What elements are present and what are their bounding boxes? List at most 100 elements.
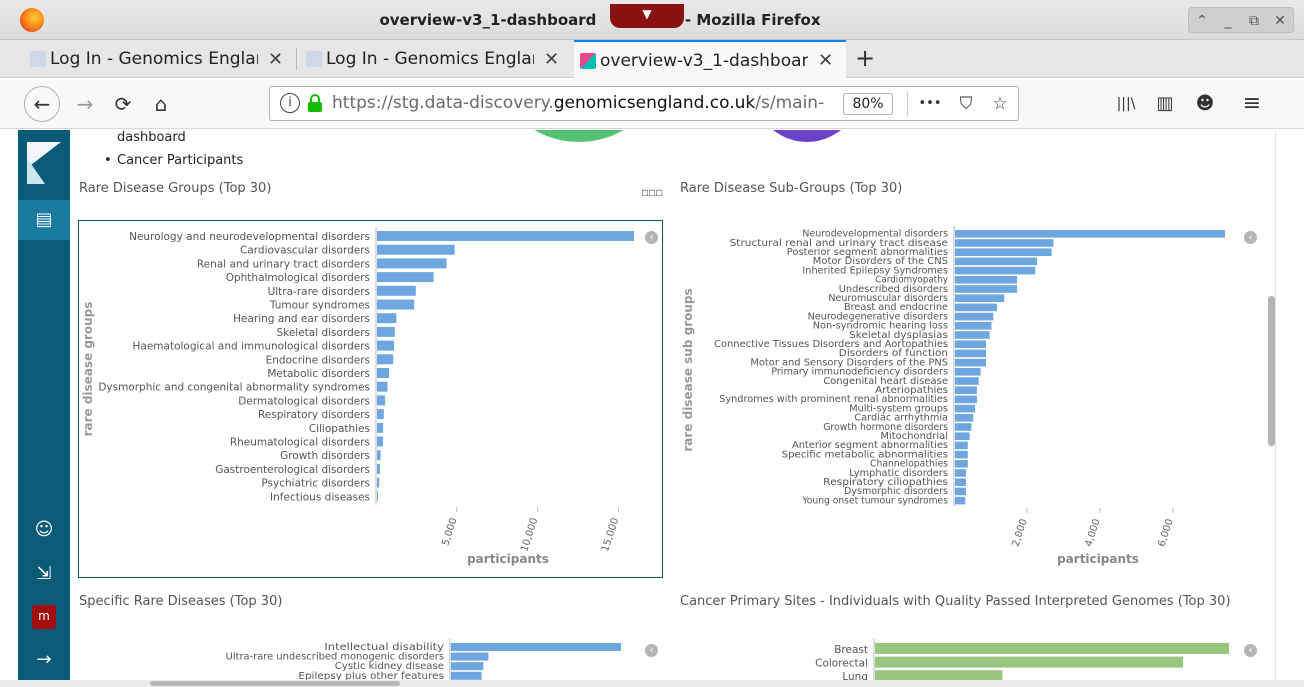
sidebar-toggle-icon[interactable]: ▥: [1156, 93, 1174, 114]
url-bar[interactable]: i https://stg.data-discovery.genomicseng…: [269, 86, 1019, 121]
bar-1-20[interactable]: [955, 414, 974, 422]
legend-toggle-icon[interactable]: ‹: [1244, 231, 1257, 244]
bar-3-0[interactable]: [875, 643, 1229, 654]
bar-0-11[interactable]: [377, 381, 388, 392]
bar-2-2[interactable]: [451, 662, 484, 671]
bar-0-12[interactable]: [377, 395, 386, 406]
tab-close-icon[interactable]: ✕: [268, 48, 284, 70]
bar-0-3[interactable]: [377, 272, 434, 283]
bar-0-1[interactable]: [377, 244, 455, 255]
tab-dashboard-active[interactable]: overview-v3_1-dashboard ✕: [574, 40, 846, 79]
bar-1-24[interactable]: [955, 450, 968, 459]
collapse-sidebar-icon[interactable]: →: [36, 649, 52, 670]
new-tab-button[interactable]: +: [855, 44, 876, 72]
bar-0-15[interactable]: [377, 436, 383, 447]
page-actions-icon[interactable]: •••: [918, 96, 942, 111]
bar-1-2[interactable]: [955, 248, 1052, 256]
bar-1-12[interactable]: [955, 340, 987, 348]
vertical-scrollbar[interactable]: [1268, 296, 1275, 446]
back-button[interactable]: ←: [24, 86, 60, 122]
bar-1-18[interactable]: [955, 395, 977, 404]
horizontal-scrollbar[interactable]: [0, 680, 1304, 687]
bar-0-18[interactable]: [377, 477, 380, 488]
bar-2-3[interactable]: [451, 671, 482, 680]
bar-0-17[interactable]: [377, 463, 380, 474]
home-button[interactable]: ⌂: [154, 92, 168, 116]
dashboard-nav-icon[interactable]: ▤: [18, 200, 70, 240]
bar-1-6[interactable]: [955, 285, 1018, 293]
bar-1-7[interactable]: [955, 294, 1005, 302]
markdown-line-cancer-participants[interactable]: Cancer Participants: [117, 153, 244, 168]
bar-1-9[interactable]: [955, 312, 994, 321]
window-maximize-button[interactable]: ⧉: [1249, 13, 1259, 29]
bar-3-1[interactable]: [875, 656, 1183, 668]
bar-1-15[interactable]: [955, 368, 981, 376]
window-shade-button[interactable]: ⌃: [1196, 13, 1208, 29]
window-dropdown-button[interactable]: ▼: [610, 4, 684, 28]
bar-1-26[interactable]: [955, 469, 966, 477]
pocket-icon[interactable]: ⛉: [959, 94, 973, 114]
window-close-button[interactable]: ✕: [1274, 13, 1286, 29]
bar-1-23[interactable]: [955, 441, 968, 450]
bar-2-1[interactable]: [451, 652, 489, 661]
bar-1-29[interactable]: [955, 496, 966, 505]
bar-1-5[interactable]: [955, 276, 1018, 284]
bar-0-19[interactable]: [377, 491, 378, 502]
bookmark-star-icon[interactable]: ☆: [992, 94, 1008, 114]
bar-1-14[interactable]: [955, 358, 987, 367]
site-info-icon[interactable]: i: [280, 93, 300, 113]
tab-login-2[interactable]: Log In - Genomics Englan ✕: [300, 40, 570, 78]
bar-1-10[interactable]: [955, 322, 992, 330]
reload-button[interactable]: ⟳: [114, 92, 132, 116]
bar-1-27[interactable]: [955, 478, 966, 486]
bar-0-5[interactable]: [377, 299, 415, 310]
legend-toggle-icon[interactable]: ‹: [1244, 644, 1257, 657]
bar-1-16[interactable]: [955, 377, 979, 385]
bar-2-0[interactable]: [451, 643, 621, 651]
bar-3-2[interactable]: [875, 670, 1003, 680]
bar-1-8[interactable]: [955, 303, 997, 312]
forward-button[interactable]: →: [76, 92, 94, 116]
bar-1-19[interactable]: [955, 404, 976, 413]
bar-0-10[interactable]: [377, 368, 390, 378]
bar-1-4[interactable]: [955, 266, 1036, 275]
bar-0-8[interactable]: [377, 340, 394, 351]
kibana-logo-icon[interactable]: [27, 142, 61, 184]
bar-0-2[interactable]: [377, 258, 447, 269]
bar-1-28[interactable]: [955, 487, 966, 496]
bar-0-13[interactable]: [377, 409, 384, 420]
user-profile-icon[interactable]: ☺: [34, 519, 54, 540]
bar-1-11[interactable]: [955, 331, 990, 339]
url-text[interactable]: https://stg.data-discovery.genomicsengla…: [332, 87, 824, 120]
library-icon[interactable]: |||\: [1116, 96, 1136, 112]
logout-icon[interactable]: ⇲: [36, 563, 52, 584]
zoom-level-button[interactable]: 80%: [843, 93, 893, 115]
legend-toggle-icon[interactable]: ‹: [645, 644, 658, 657]
bar-0-9[interactable]: [377, 354, 394, 365]
bar-0-14[interactable]: [377, 422, 384, 433]
user-avatar[interactable]: m: [32, 605, 56, 629]
bar-1-25[interactable]: [955, 460, 968, 468]
bar-0-4[interactable]: [377, 285, 416, 296]
bar-1-13[interactable]: [955, 349, 987, 358]
horizontal-scrollbar-thumb[interactable]: [150, 681, 400, 686]
bar-1-17[interactable]: [955, 386, 977, 394]
window-minimize-button[interactable]: _: [1224, 13, 1232, 29]
tab-login-1[interactable]: Log In - Genomics Englan ✕: [24, 40, 294, 78]
panel-options-icon[interactable]: ▫▫▫: [641, 185, 663, 199]
bar-1-21[interactable]: [955, 423, 972, 431]
bar-0-6[interactable]: [377, 313, 397, 324]
bar-1-1[interactable]: [955, 239, 1054, 247]
tab-close-icon[interactable]: ✕: [544, 48, 560, 70]
bar-1-0[interactable]: [955, 230, 1225, 238]
tab-close-icon[interactable]: ✕: [818, 50, 834, 71]
bar-0-0[interactable]: [377, 231, 634, 241]
bar-1-3[interactable]: [955, 257, 1038, 266]
panel-frame-rare-disease-groups[interactable]: [78, 220, 663, 578]
legend-toggle-icon[interactable]: ‹: [645, 231, 658, 244]
bar-0-7[interactable]: [377, 326, 395, 337]
bar-1-22[interactable]: [955, 432, 970, 440]
bar-0-16[interactable]: [377, 450, 381, 461]
account-icon[interactable]: ☻: [1195, 93, 1215, 114]
hamburger-menu-icon[interactable]: ≡: [1242, 91, 1262, 116]
